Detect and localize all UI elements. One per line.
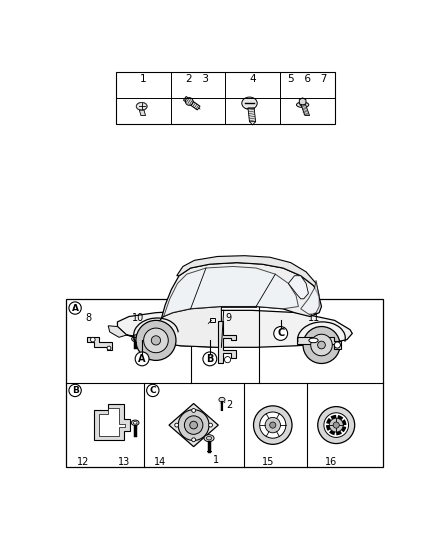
Circle shape xyxy=(69,384,81,397)
Circle shape xyxy=(107,346,111,350)
Circle shape xyxy=(69,302,81,314)
Ellipse shape xyxy=(309,338,318,343)
Polygon shape xyxy=(248,108,256,122)
Text: 8: 8 xyxy=(86,313,92,322)
Circle shape xyxy=(178,410,209,440)
Polygon shape xyxy=(177,256,319,296)
Polygon shape xyxy=(169,403,218,447)
Circle shape xyxy=(318,407,355,443)
Circle shape xyxy=(224,357,231,363)
Circle shape xyxy=(147,384,159,397)
Ellipse shape xyxy=(297,102,309,108)
Polygon shape xyxy=(139,110,145,116)
Polygon shape xyxy=(299,98,306,106)
Ellipse shape xyxy=(242,97,257,109)
Text: 11: 11 xyxy=(308,313,320,322)
Polygon shape xyxy=(88,336,112,350)
Text: 10: 10 xyxy=(132,313,145,322)
Ellipse shape xyxy=(131,420,139,425)
Ellipse shape xyxy=(204,435,214,442)
Circle shape xyxy=(270,422,276,428)
Polygon shape xyxy=(218,321,236,364)
Bar xyxy=(116,71,335,124)
Text: 15: 15 xyxy=(262,457,274,467)
Polygon shape xyxy=(301,105,310,116)
Polygon shape xyxy=(288,276,308,299)
Bar xyxy=(210,318,215,322)
Circle shape xyxy=(260,412,286,438)
Text: 2   3: 2 3 xyxy=(187,74,209,84)
Polygon shape xyxy=(117,310,352,348)
Circle shape xyxy=(151,336,161,345)
Circle shape xyxy=(192,438,195,442)
Circle shape xyxy=(136,320,176,360)
Polygon shape xyxy=(160,263,321,324)
Bar xyxy=(66,299,383,467)
Text: 13: 13 xyxy=(118,457,131,467)
Circle shape xyxy=(184,416,203,434)
Circle shape xyxy=(190,421,198,429)
Circle shape xyxy=(333,422,339,428)
Text: A: A xyxy=(138,354,146,364)
Circle shape xyxy=(318,341,325,349)
Circle shape xyxy=(274,327,288,341)
Circle shape xyxy=(192,408,195,413)
Ellipse shape xyxy=(132,336,138,342)
Circle shape xyxy=(135,352,149,366)
Text: A: A xyxy=(71,304,78,312)
Text: B: B xyxy=(206,354,214,364)
Ellipse shape xyxy=(133,337,137,340)
Circle shape xyxy=(324,413,349,438)
Text: 12: 12 xyxy=(77,457,89,467)
Polygon shape xyxy=(108,326,127,337)
Polygon shape xyxy=(297,336,341,349)
Circle shape xyxy=(334,342,340,348)
Polygon shape xyxy=(184,96,200,110)
Ellipse shape xyxy=(219,398,225,402)
Ellipse shape xyxy=(206,437,212,440)
Text: B: B xyxy=(72,386,78,395)
Circle shape xyxy=(265,417,280,433)
Text: 1: 1 xyxy=(213,455,219,465)
Circle shape xyxy=(203,352,217,366)
Circle shape xyxy=(329,418,343,432)
Circle shape xyxy=(208,423,212,427)
Text: 9: 9 xyxy=(225,313,231,322)
Ellipse shape xyxy=(136,102,147,110)
Circle shape xyxy=(254,406,292,445)
Circle shape xyxy=(311,334,332,356)
Polygon shape xyxy=(164,266,298,317)
Circle shape xyxy=(144,328,168,353)
Text: 1: 1 xyxy=(140,74,147,84)
Polygon shape xyxy=(94,403,130,440)
Circle shape xyxy=(175,423,179,427)
Ellipse shape xyxy=(133,422,137,424)
Circle shape xyxy=(91,337,95,342)
Polygon shape xyxy=(127,306,221,348)
Text: 2: 2 xyxy=(226,400,233,410)
Text: 16: 16 xyxy=(325,457,338,467)
Text: 5   6   7: 5 6 7 xyxy=(288,74,327,84)
Circle shape xyxy=(303,327,340,364)
Text: C: C xyxy=(277,328,284,338)
Polygon shape xyxy=(301,280,319,315)
Circle shape xyxy=(185,98,193,106)
Ellipse shape xyxy=(300,103,305,106)
Text: 4: 4 xyxy=(249,74,256,84)
Text: C: C xyxy=(149,386,156,395)
Text: 14: 14 xyxy=(154,457,166,467)
Polygon shape xyxy=(99,408,125,436)
